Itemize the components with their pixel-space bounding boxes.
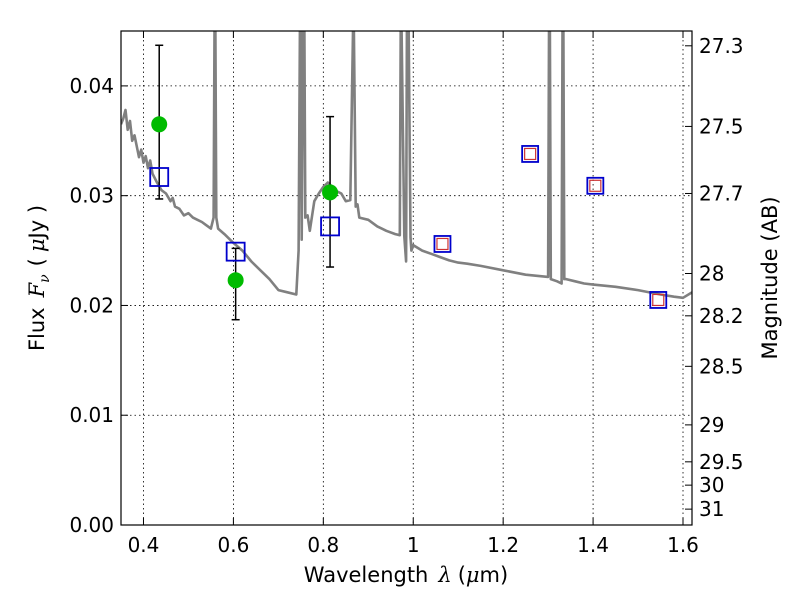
observed-point xyxy=(227,272,244,289)
model-photometry-inner-square xyxy=(589,179,602,192)
plot-series xyxy=(121,31,692,321)
model-photometry-square xyxy=(149,167,170,187)
y-axis-title: Flux Fν ( μJy ) xyxy=(25,205,53,351)
model-photometry-square xyxy=(649,291,668,309)
model-photometry-square xyxy=(586,176,605,195)
model-photometry-square xyxy=(433,235,452,253)
x-axis-title: Wavelength λ (μm) xyxy=(304,563,508,587)
y2-tick-label: 27.5 xyxy=(699,114,744,138)
y2-tick-label: 29.5 xyxy=(699,450,744,474)
x-tick-label: 0.6 xyxy=(217,533,249,557)
x-axis-title-text: Wavelength xyxy=(304,563,429,587)
x-axis-symbol: λ xyxy=(437,563,451,587)
y-axis-unit-rest: Jy ) xyxy=(25,205,49,241)
x-tick-label: 1.2 xyxy=(487,533,519,557)
model-photometry-inner-square xyxy=(436,237,449,251)
observed-point xyxy=(322,184,339,201)
y2-tick-label: 28 xyxy=(699,262,724,286)
y2-tick-label: 31 xyxy=(699,497,724,521)
y2-axis-title: Magnitude (AB) xyxy=(758,196,782,359)
x-tick-label: 0.8 xyxy=(307,533,339,557)
y-tick-label: 0.03 xyxy=(69,184,114,208)
y2-tick-label: 29 xyxy=(699,413,724,437)
x-axis-unit-rest: m) xyxy=(480,563,509,587)
x-tick-label: 1.4 xyxy=(577,533,609,557)
y-tick-label: 0.00 xyxy=(69,513,114,537)
model-photometry-inner-square xyxy=(652,293,665,307)
y-tick-label: 0.04 xyxy=(69,74,114,98)
y-axis-unit-mu: μ xyxy=(25,238,49,252)
model-photometry-inner-square xyxy=(524,147,537,161)
y-tick-label: 0.01 xyxy=(69,403,114,427)
y2-tick-label: 27.3 xyxy=(699,34,744,58)
y-axis-subscript: ν xyxy=(37,274,53,283)
y2-tick-label: 27.7 xyxy=(699,181,744,205)
model-spectrum-line xyxy=(121,31,692,300)
y-axis-symbol: F xyxy=(25,281,49,298)
y-axis-title-text: Flux xyxy=(25,307,49,351)
x-tick-label: 1.6 xyxy=(667,533,699,557)
observed-point xyxy=(151,116,168,133)
x-axis-unit-open: ( xyxy=(458,563,466,587)
x-tick-label: 0.4 xyxy=(128,533,160,557)
plot-frame xyxy=(120,30,693,526)
axis-ticks: 0.4 0.6 0.8 1 1.2 1.4 1.6 0.00 0.01 0.02 0.03 0.04 2… xyxy=(69,31,744,557)
x-tick-label: 1 xyxy=(407,533,420,557)
x-axis-unit-mu: μ xyxy=(466,563,480,587)
y-axis-unit-open: ( xyxy=(25,258,49,266)
y2-tick-label: 30 xyxy=(699,473,724,497)
model-photometry-square xyxy=(225,241,246,262)
y2-tick-label: 28.5 xyxy=(699,354,744,378)
y2-tick-label: 28.2 xyxy=(699,304,744,328)
y-tick-label: 0.02 xyxy=(69,293,114,317)
model-photometry-square xyxy=(320,216,340,237)
model-photometry-square xyxy=(521,145,540,163)
